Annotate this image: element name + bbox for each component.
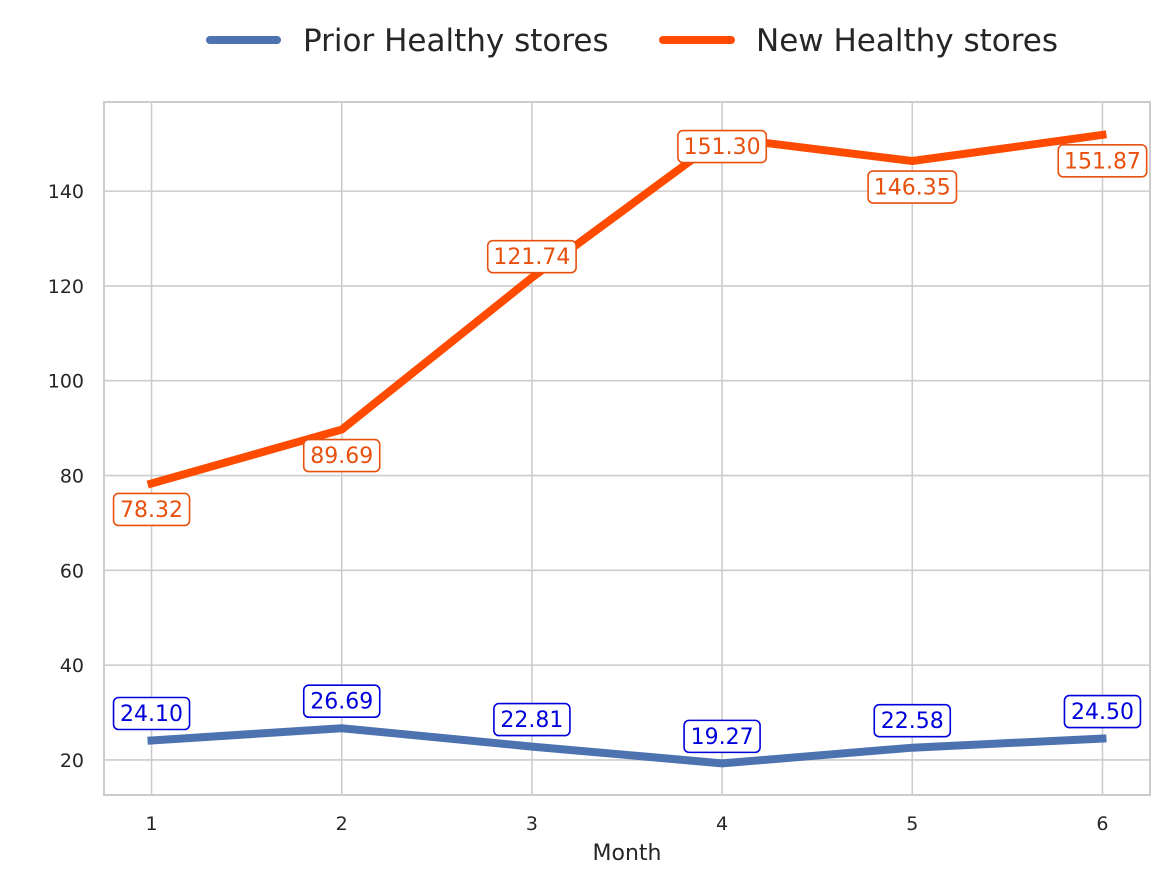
x-axis-label: Month [593, 841, 662, 866]
data-label-text: 151.30 [684, 135, 761, 160]
legend-label: Prior Healthy stores [303, 23, 609, 59]
data-label: 22.58 [873, 703, 952, 738]
data-label-text: 22.81 [500, 708, 563, 733]
plot-frame [103, 101, 1151, 796]
data-label-box [1057, 144, 1148, 178]
legend: Prior Healthy stores New Healthy stores [206, 23, 1058, 59]
data-label-text: 24.50 [1071, 700, 1134, 725]
x-tick-label: 5 [906, 813, 918, 835]
data-label: 19.27 [683, 719, 761, 754]
data-label-box [867, 170, 958, 204]
data-label: 151.30 [677, 129, 768, 164]
data-label: 78.32 [112, 492, 191, 527]
data-label-box [1063, 694, 1142, 729]
data-label-text: 24.10 [120, 702, 183, 727]
data-label-box [677, 129, 768, 164]
x-tick-label: 1 [145, 813, 157, 835]
data-label: 24.50 [1063, 694, 1142, 729]
legend-item: Prior Healthy stores [206, 23, 609, 59]
data-label-box [873, 703, 952, 738]
y-tick-label: 20 [60, 750, 84, 772]
data-label-text: 121.74 [493, 245, 570, 270]
data-label: 26.69 [302, 684, 381, 719]
data-label-text: 89.69 [310, 444, 373, 469]
data-label: 22.81 [493, 702, 571, 737]
data-label: 89.69 [302, 438, 381, 473]
y-tick-label: 60 [60, 560, 84, 582]
legend-label: New Healthy stores [756, 23, 1058, 59]
plot-area: 1 2 3 4 5 6 20 40 60 80 100 120 140 24.10 26.69 22.81 19… [48, 101, 1151, 835]
data-label-text: 146.35 [874, 176, 951, 201]
y-tick-label: 140 [48, 181, 84, 203]
data-label-box [683, 719, 761, 754]
data-label: 146.35 [867, 170, 958, 204]
x-tick-label: 2 [336, 813, 348, 835]
series-line [146, 130, 1107, 489]
data-label-box [112, 696, 191, 731]
data-label-box [486, 239, 577, 274]
data-label-box [302, 438, 381, 473]
data-label-text: 22.58 [881, 709, 944, 734]
data-label: 24.10 [112, 696, 191, 731]
x-tick-label: 3 [526, 813, 538, 835]
x-tick-label: 4 [716, 813, 728, 835]
x-tick-label: 6 [1096, 813, 1108, 835]
data-label: 151.87 [1057, 144, 1148, 178]
legend-item: New Healthy stores [659, 23, 1058, 59]
data-label-text: 151.87 [1064, 149, 1141, 174]
y-tick-label: 100 [48, 371, 84, 393]
data-label-text: 26.69 [310, 690, 373, 715]
data-label-box [302, 684, 381, 719]
y-tick-label: 40 [60, 655, 84, 677]
data-label-box [112, 492, 191, 527]
y-tick-label: 80 [60, 466, 84, 488]
data-label-text: 19.27 [691, 725, 754, 750]
series-line [147, 724, 1107, 768]
data-label-text: 78.32 [120, 498, 183, 523]
y-tick-label: 120 [48, 276, 84, 298]
data-label-box [493, 702, 571, 737]
data-label: 121.74 [486, 239, 577, 274]
